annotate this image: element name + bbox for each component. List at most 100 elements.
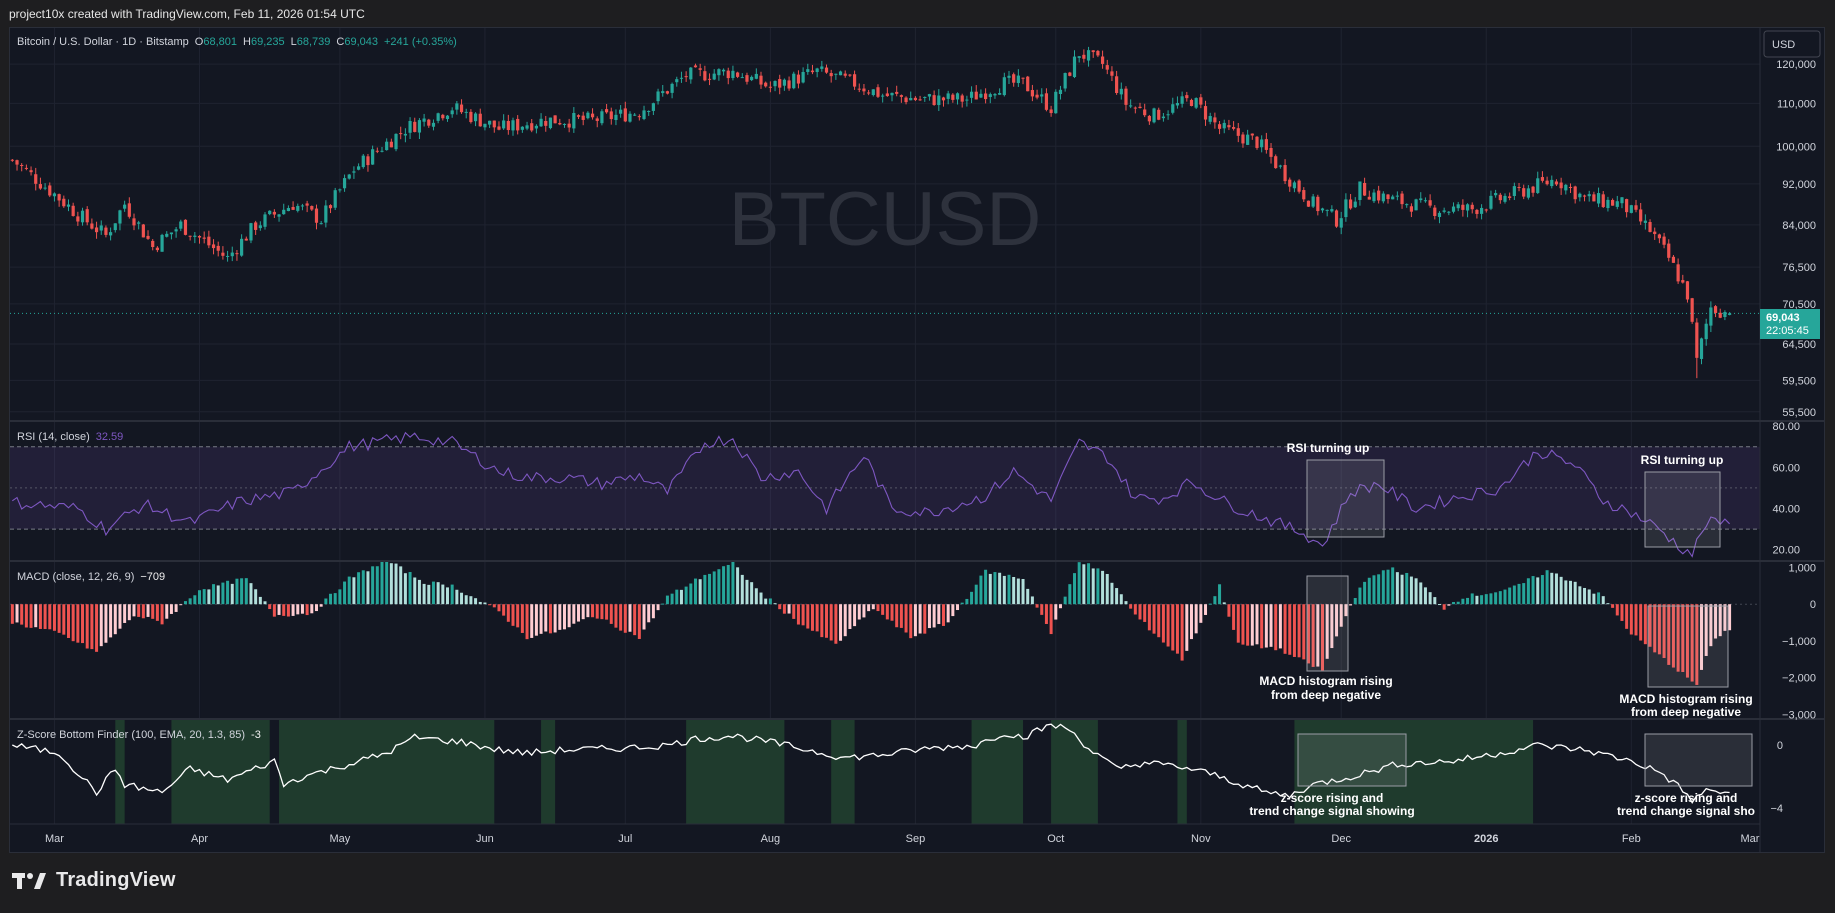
macd-histogram-bar	[516, 604, 520, 628]
candle-body	[146, 235, 150, 239]
macd-histogram-bar	[1437, 604, 1441, 606]
macd-histogram-bar	[899, 604, 903, 628]
signal-zone	[686, 720, 785, 824]
candle-body	[1283, 165, 1287, 182]
candle-body	[1704, 323, 1708, 340]
macd-histogram-bar	[1204, 604, 1208, 615]
candle-body	[286, 208, 291, 212]
candle-body	[1536, 178, 1540, 193]
candle-body	[698, 68, 702, 70]
macd-histogram-bar	[427, 584, 431, 605]
macd-histogram-bar	[380, 562, 384, 605]
candle-body	[1503, 195, 1507, 202]
macd-histogram-bar	[881, 604, 885, 615]
macd-histogram-bar	[642, 604, 646, 630]
macd-histogram-bar	[562, 604, 566, 630]
zscore-line	[12, 723, 1730, 804]
candle-body	[1344, 199, 1348, 218]
candle-body	[923, 96, 927, 98]
candle-body	[1662, 236, 1666, 245]
macd-histogram-bar	[263, 601, 267, 605]
change-value: +241 (+0.35%)	[384, 36, 457, 48]
macd-histogram-bar	[1606, 603, 1610, 605]
macd-histogram-bar	[165, 604, 169, 619]
macd-histogram-bar	[1166, 604, 1170, 647]
macd-histogram-bar	[366, 571, 370, 605]
candle-body	[43, 187, 47, 189]
candle-body	[913, 97, 918, 101]
macd-histogram-bar	[1470, 593, 1474, 605]
macd-histogram-bar	[431, 581, 435, 605]
macd-histogram-bar	[1040, 604, 1044, 615]
candle-body	[254, 222, 258, 230]
candle-body	[633, 114, 637, 116]
macd-histogram-bar	[221, 582, 225, 605]
macd-histogram-bar	[1456, 601, 1460, 605]
macd-tick-label: −3,000	[1782, 709, 1816, 721]
candle-body	[740, 77, 744, 79]
candle-body	[712, 73, 716, 80]
macd-histogram-bar	[1105, 573, 1109, 605]
macd-histogram-bar	[1704, 604, 1708, 656]
time-tick-label: Jul	[618, 833, 632, 845]
macd-histogram-bar	[895, 604, 899, 628]
zscore-line-path	[12, 723, 1730, 804]
rsi-annotation-2: RSI turning up	[1641, 453, 1724, 467]
currency-button[interactable]: USD	[1763, 30, 1821, 58]
macd-histogram-bar	[38, 604, 42, 629]
macd-histogram-bar	[347, 576, 351, 605]
macd-histogram-bar	[497, 604, 501, 612]
candle-body	[207, 236, 211, 246]
candle-body	[1255, 136, 1259, 148]
macd-histogram-bar	[1218, 584, 1222, 605]
candle-body	[352, 171, 356, 173]
time-tick-label: Aug	[761, 833, 781, 845]
candle-body	[806, 69, 810, 72]
candle-body	[1629, 205, 1633, 213]
high-label: H	[243, 36, 251, 48]
macd-histogram-bar	[1550, 572, 1554, 605]
tradingview-logo[interactable]: TradingView	[12, 869, 176, 892]
macd-histogram-bar	[314, 604, 318, 612]
macd-legend: MACD (close, 12, 26, 9) −709	[17, 571, 165, 583]
candle-body	[516, 118, 520, 131]
signal-zone	[831, 720, 855, 824]
candle-body	[1564, 184, 1568, 191]
macd-histogram-bar	[1292, 604, 1296, 657]
candle-body	[553, 115, 557, 124]
candle-body	[1044, 93, 1049, 110]
macd-histogram-bar	[52, 604, 56, 631]
candle-body	[118, 210, 122, 224]
chart-container[interactable]	[9, 27, 1825, 853]
price-tick-label: 70,500	[1782, 299, 1816, 311]
macd-histogram-bar	[104, 604, 108, 643]
candle-body	[675, 79, 679, 83]
candle-body	[1068, 72, 1072, 76]
macd-histogram-bar	[1391, 567, 1395, 605]
macd-histogram-bar	[389, 563, 393, 605]
macd-histogram-bar	[998, 572, 1002, 605]
candle-body	[862, 88, 866, 92]
macd-histogram-bar	[927, 604, 931, 629]
candle-body	[548, 117, 553, 129]
macd-histogram-bar	[675, 589, 679, 605]
macd-histogram-bar	[628, 604, 632, 632]
candle-body	[1409, 206, 1414, 212]
candle-body	[385, 141, 389, 151]
macd-histogram-bar	[15, 604, 19, 623]
macd-histogram-bar	[1260, 604, 1264, 649]
candle-body	[881, 95, 885, 97]
macd-histogram-bar	[48, 604, 52, 630]
macd-histogram-bar	[399, 566, 403, 605]
candle-body	[778, 79, 782, 88]
macd-histogram-bar	[941, 604, 945, 626]
candle-body	[1484, 209, 1488, 211]
candle-body	[1620, 197, 1624, 204]
macd-histogram	[10, 562, 1760, 685]
macd-histogram-bar	[1330, 604, 1334, 649]
rsi-highlight-box-2	[1644, 471, 1721, 548]
candle-body	[998, 93, 1002, 95]
candle-body	[1260, 139, 1264, 148]
candle-body	[562, 123, 567, 125]
